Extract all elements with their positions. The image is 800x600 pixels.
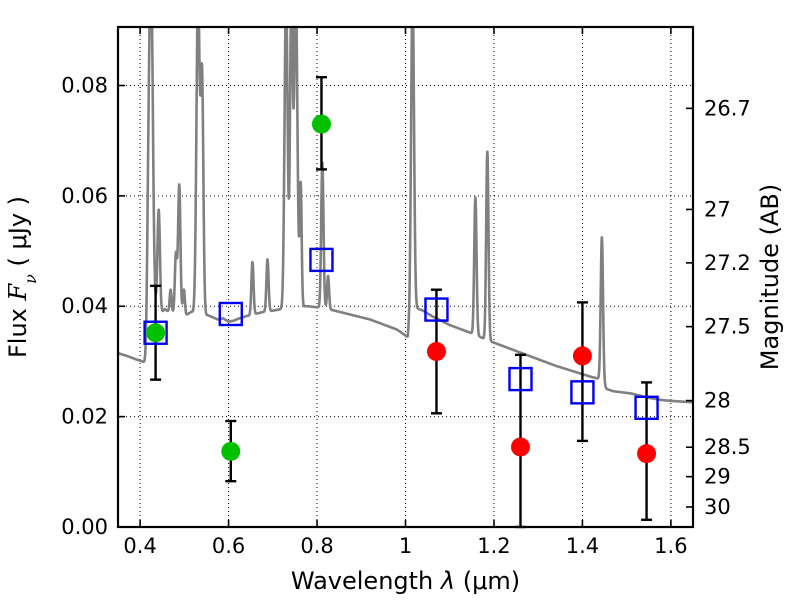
xtick-label-0: 0.4: [123, 534, 156, 558]
marker-open-square-2[interactable]: [309, 247, 334, 273]
marker-open-square-6[interactable]: [634, 395, 659, 420]
ytick-right-label-7: 29: [704, 465, 731, 489]
ytick-right-label-2: 27: [704, 197, 731, 221]
xtick-label-3: 1: [399, 534, 412, 558]
ytick-left-label-4: 0.08: [61, 73, 108, 97]
ytick-left-label-2: 0.04: [61, 294, 108, 318]
marker-observed-red-2[interactable]: [572, 346, 592, 366]
xtick-label-4: 1.2: [477, 534, 510, 558]
marker-observed-red-3[interactable]: [637, 444, 657, 464]
model-spectrum-curve: [118, 27, 693, 404]
x-axis-title: Wavelength λ (μm): [291, 567, 520, 595]
xtick-label-2: 0.8: [300, 534, 333, 558]
xtick-label-5: 1.4: [566, 534, 599, 558]
ytick-right-label-8: 30: [704, 495, 731, 519]
ytick-left-label-0: 0.00: [61, 515, 108, 539]
ytick-right-label-5: 28: [704, 389, 731, 413]
ytick-right-label-1: 26.7: [704, 96, 751, 120]
ytick-left-label-3: 0.06: [61, 184, 108, 208]
ytick-right-label-4: 27.5: [704, 315, 751, 339]
marker-open-square-3[interactable]: [424, 297, 449, 322]
marker-observed-red-0[interactable]: [426, 342, 446, 362]
xtick-label-1: 0.6: [212, 534, 245, 558]
ytick-right-label-3: 27.2: [704, 251, 751, 275]
xtick-label-6: 1.6: [654, 534, 687, 558]
marker-observed-green-1[interactable]: [221, 441, 241, 461]
y-axis-title: Flux Fν ( μJy ): [4, 196, 40, 358]
y2-axis-title: Magnitude (AB): [756, 184, 784, 370]
marker-observed-green-2[interactable]: [311, 114, 331, 134]
marker-open-square-5[interactable]: [570, 380, 595, 405]
ytick-left-label-1: 0.02: [61, 405, 108, 429]
marker-open-square-4[interactable]: [508, 366, 533, 392]
marker-open-square-1[interactable]: [218, 301, 243, 327]
marker-observed-red-1[interactable]: [511, 437, 530, 457]
marker-observed-green-0[interactable]: [146, 323, 166, 343]
ytick-right-label-6: 28.5: [704, 435, 751, 459]
marker-open-square-0[interactable]: [143, 320, 168, 345]
